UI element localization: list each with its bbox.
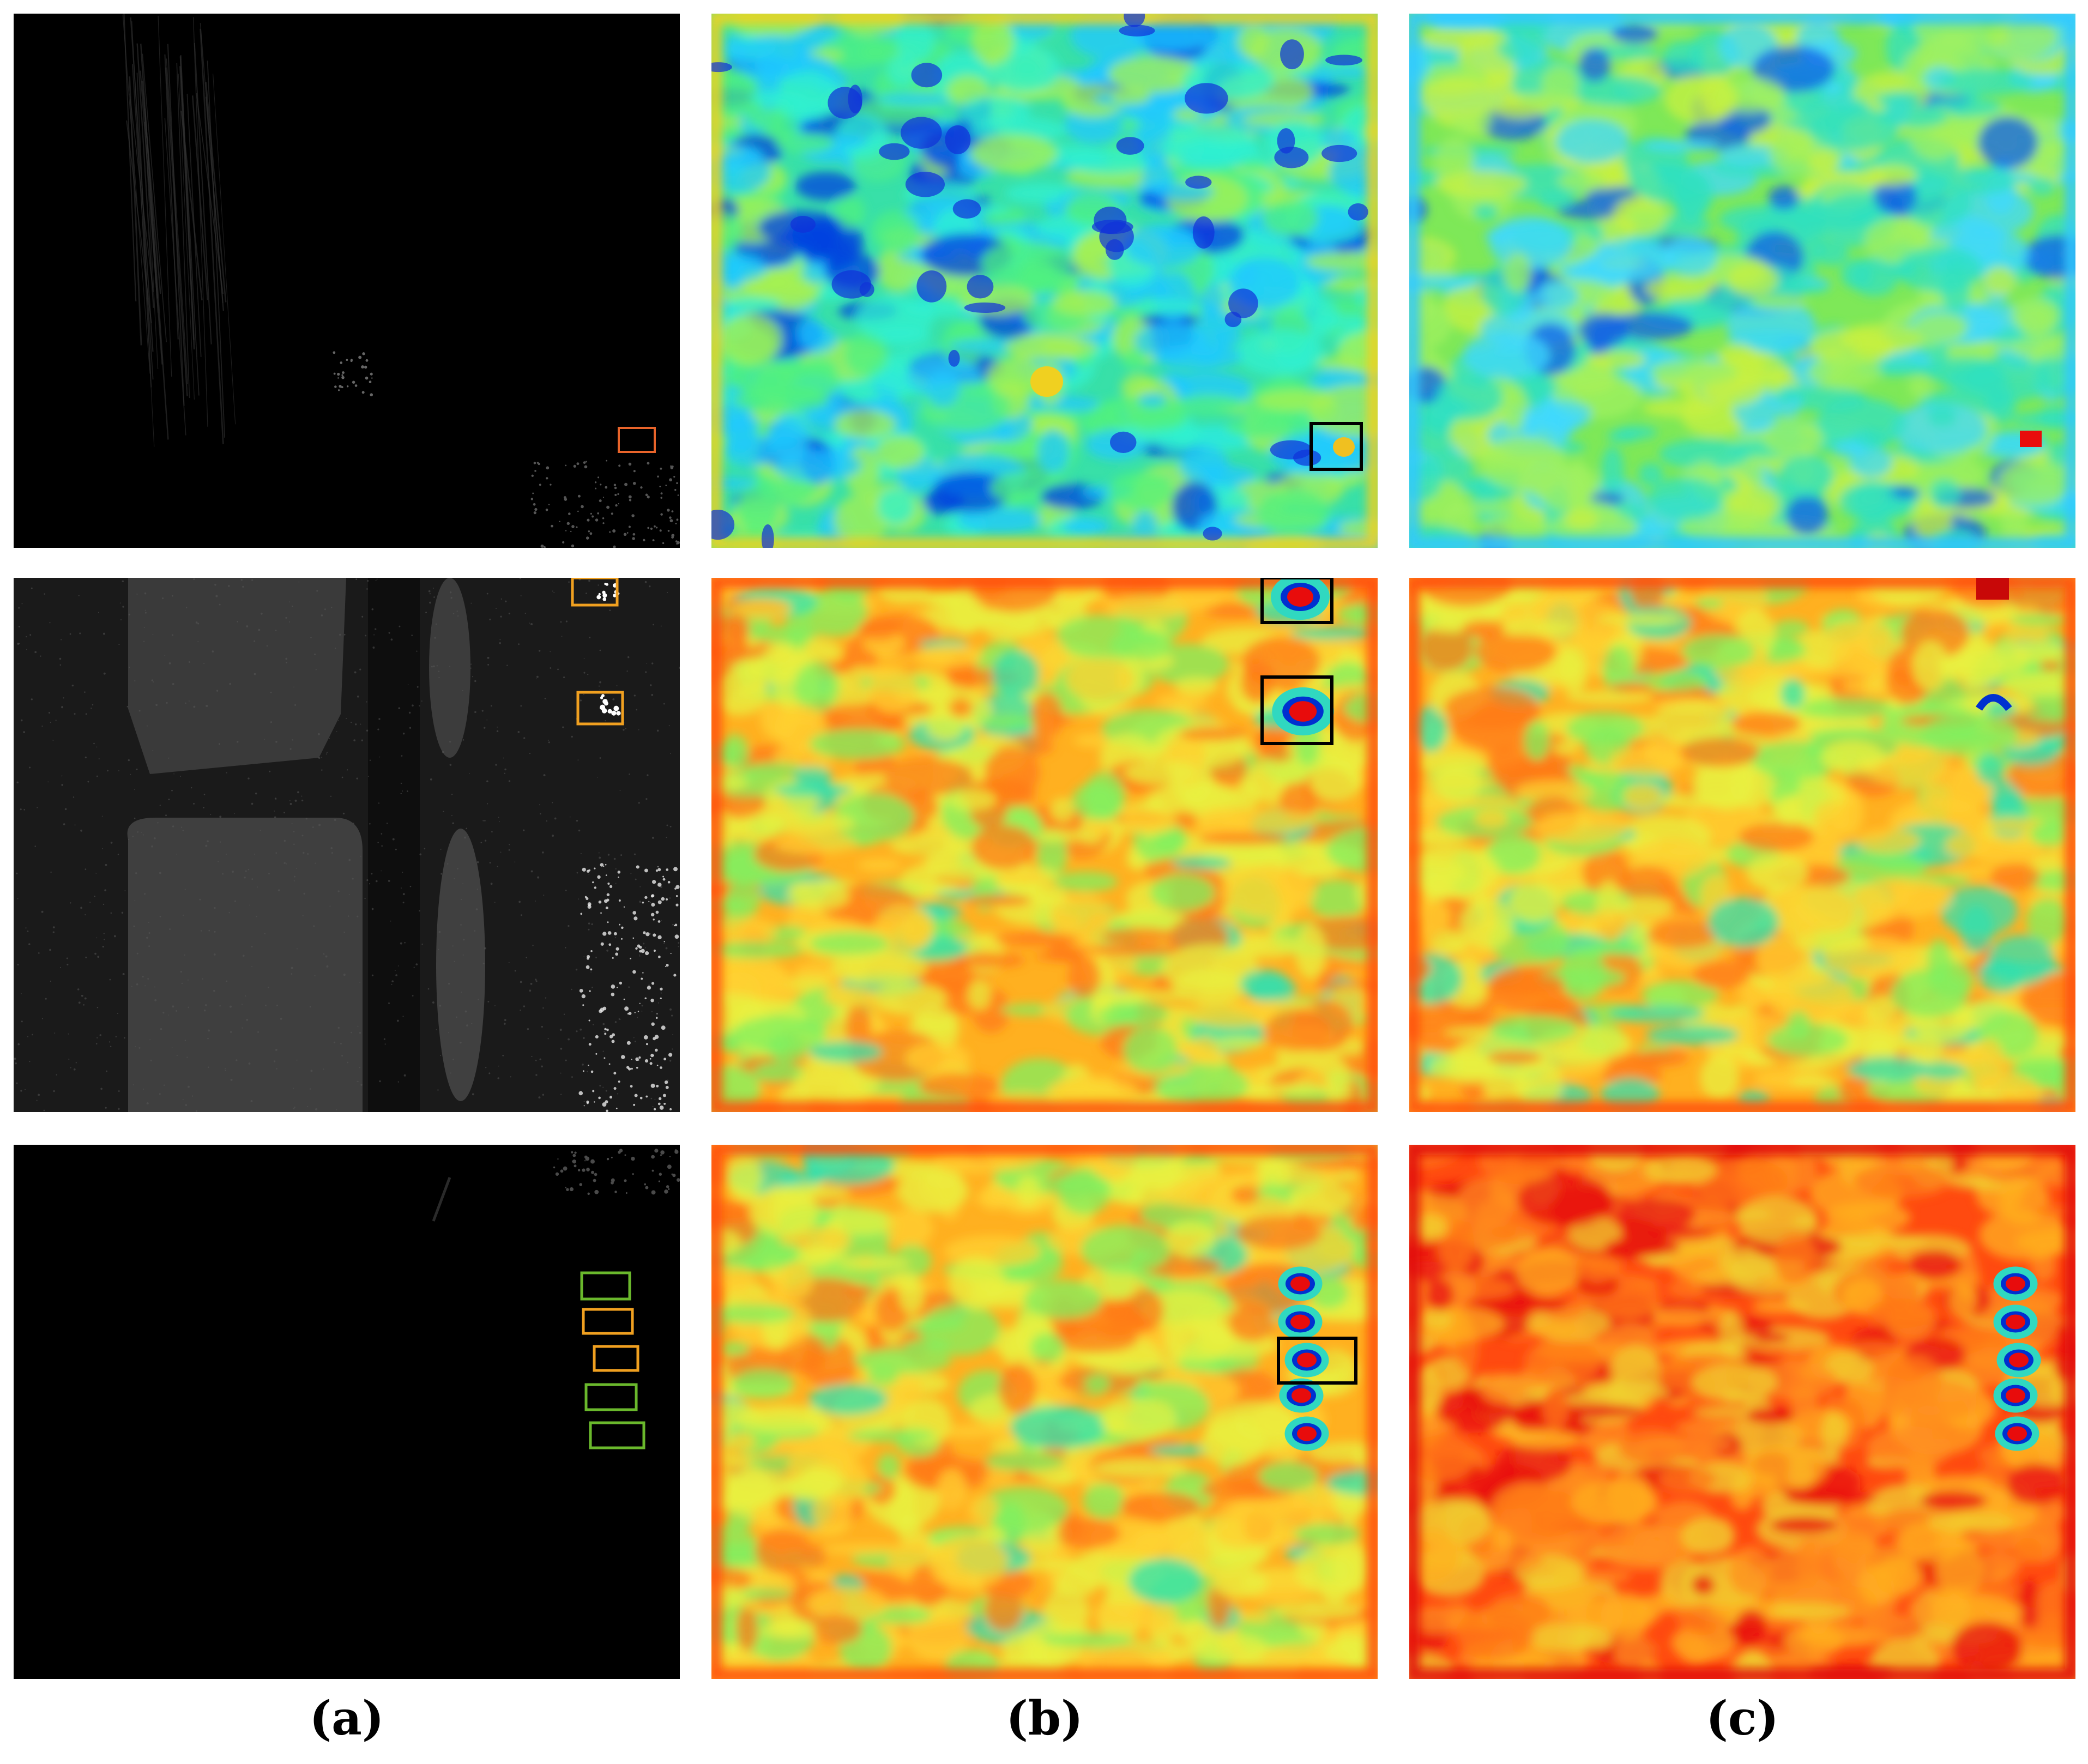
row3-sar-box-3 <box>593 1345 639 1372</box>
column-label-a: (a) <box>309 1691 384 1746</box>
column-label-c: (c) <box>1706 1691 1779 1746</box>
panel-b-row3 <box>711 1145 1378 1679</box>
row2-sar-box-1 <box>571 578 619 607</box>
panel-c-row3 <box>1409 1145 2075 1679</box>
row3-sar-box-2 <box>582 1308 634 1335</box>
row2-map-b-box-2 <box>1260 675 1333 745</box>
row1-map-b-box-1 <box>1309 422 1363 471</box>
panel-c-row2 <box>1409 578 2075 1112</box>
row2-map-b-box-1 <box>1260 578 1333 624</box>
row3-sar-box-4 <box>584 1383 638 1411</box>
column-label-b: (b) <box>1006 1691 1083 1746</box>
panel-b-row1 <box>711 14 1378 548</box>
panel-a-row1 <box>14 14 680 548</box>
panel-a-row2 <box>14 578 680 1112</box>
panel-a-row3 <box>14 1145 680 1679</box>
panel-c-row1 <box>1409 14 2075 548</box>
row3-sar-box-1 <box>580 1271 631 1301</box>
row3-map-b-box-1 <box>1277 1337 1357 1385</box>
row2-sar-box-2 <box>576 691 624 726</box>
panel-b-row2 <box>711 578 1378 1112</box>
row3-sar-box-5 <box>589 1421 645 1449</box>
row1-sar-box-1 <box>618 427 656 453</box>
